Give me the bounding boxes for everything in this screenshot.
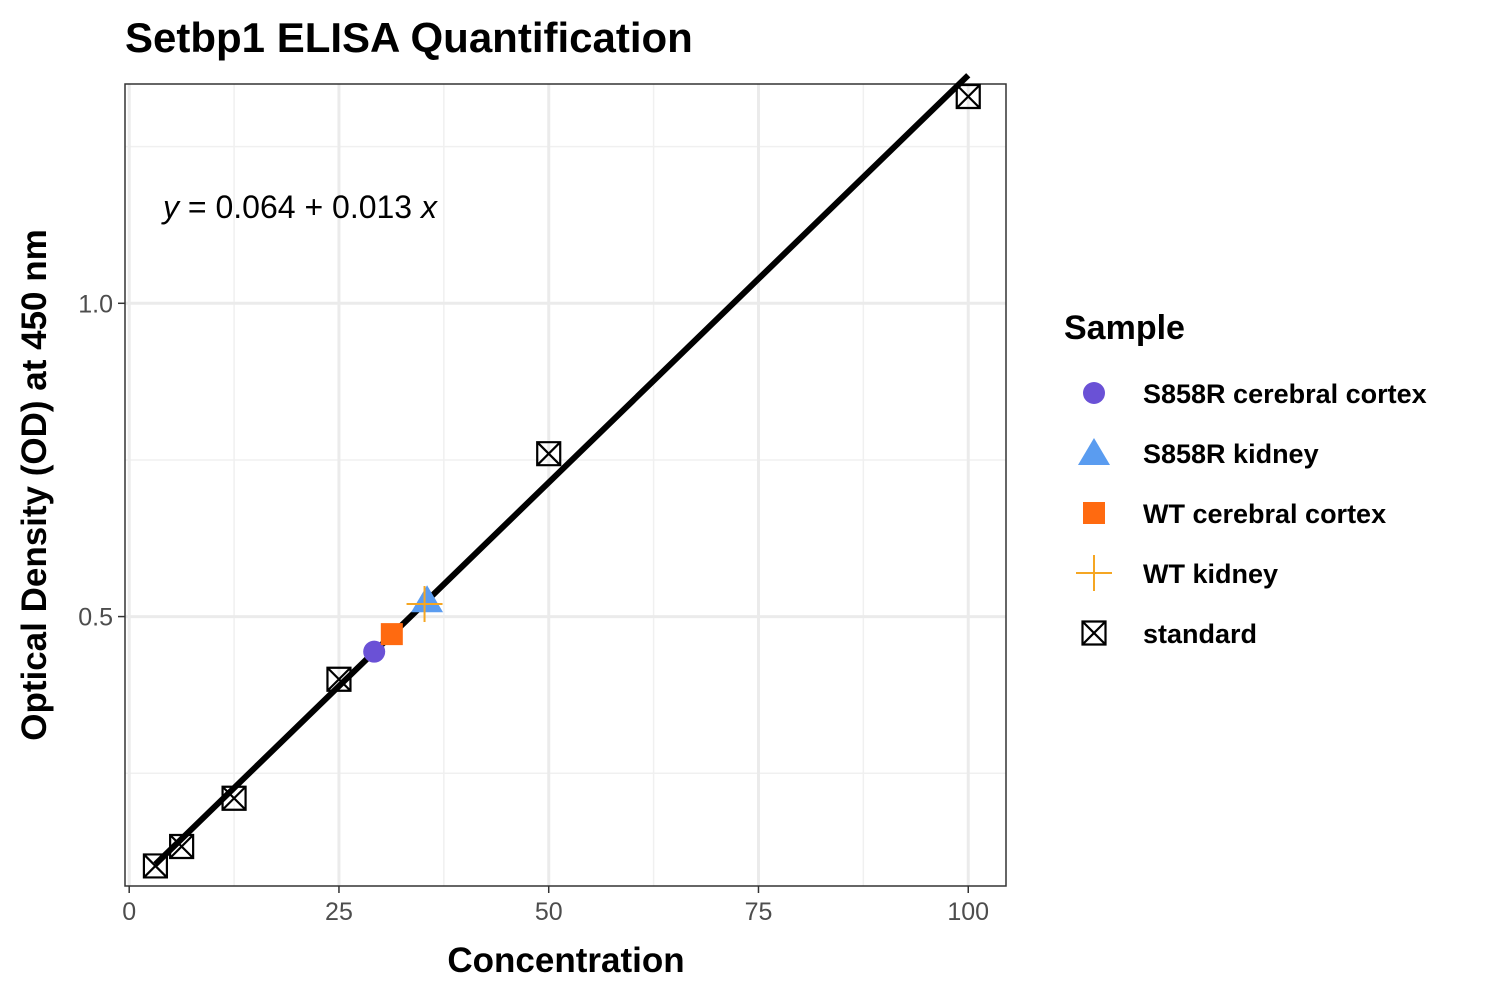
fit-line <box>153 73 971 867</box>
legend-label-standard: standard <box>1143 619 1257 649</box>
legend-title: Sample <box>1064 309 1185 347</box>
legend-label-wt-cerebral-cortex: WT cerebral cortex <box>1143 499 1386 529</box>
x-tick-label: 0 <box>122 898 136 926</box>
legend-label-s858r-kidney: S858R kidney <box>1143 439 1319 469</box>
regression-equation: y = 0.064 + 0.013 x <box>161 189 438 225</box>
equation-coefficients: = 0.064 + 0.013 <box>179 189 421 225</box>
x-tick-label: 25 <box>325 898 353 926</box>
point-standard <box>326 666 352 692</box>
plot-panel-border <box>124 83 1007 887</box>
fit-line-group <box>153 73 971 867</box>
point-standard <box>536 441 562 467</box>
point-standard <box>221 785 247 811</box>
legend-label-wt-kidney: WT kidney <box>1143 559 1278 589</box>
y-tick-label: 0.5 <box>78 604 113 632</box>
point-wt-kidney <box>406 586 443 623</box>
legend-key-wt-kidney <box>1076 555 1112 591</box>
equation-x-var: x <box>419 189 438 225</box>
y-tick-label: 1.0 <box>78 290 113 318</box>
point-s858r-cerebral-cortex <box>363 640 386 663</box>
point-standard <box>955 83 981 110</box>
legend-key-s858r-cerebral-cortex <box>1083 382 1105 404</box>
x-tick-label: 100 <box>947 898 989 926</box>
point-wt-cerebral-cortex <box>380 623 403 646</box>
x-tick-label: 50 <box>535 898 563 926</box>
equation-y-var: y <box>161 189 181 225</box>
legend: S858R cerebral cortex S858R kidney WT cere… <box>1076 379 1427 649</box>
points-group <box>142 83 981 879</box>
x-tick-label: 75 <box>745 898 773 926</box>
point-s858r-kidney <box>411 585 444 613</box>
y-axis-title: Optical Density (OD) at 450 nm <box>15 229 54 741</box>
chart-title: Setbp1 ELISA Quantification <box>125 14 693 61</box>
axis-ticks: 0 25 50 75 100 0.5 1.0 <box>78 290 989 926</box>
legend-label-s858r-cerebral-cortex: S858R cerebral cortex <box>1143 379 1427 409</box>
x-axis-title: Concentration <box>447 941 684 980</box>
point-standard <box>142 853 169 879</box>
legend-key-standard <box>1081 620 1107 646</box>
legend-key-wt-cerebral-cortex <box>1083 502 1105 524</box>
grid <box>125 84 1006 886</box>
point-standard <box>169 833 195 860</box>
legend-key-s858r-kidney <box>1078 438 1110 465</box>
